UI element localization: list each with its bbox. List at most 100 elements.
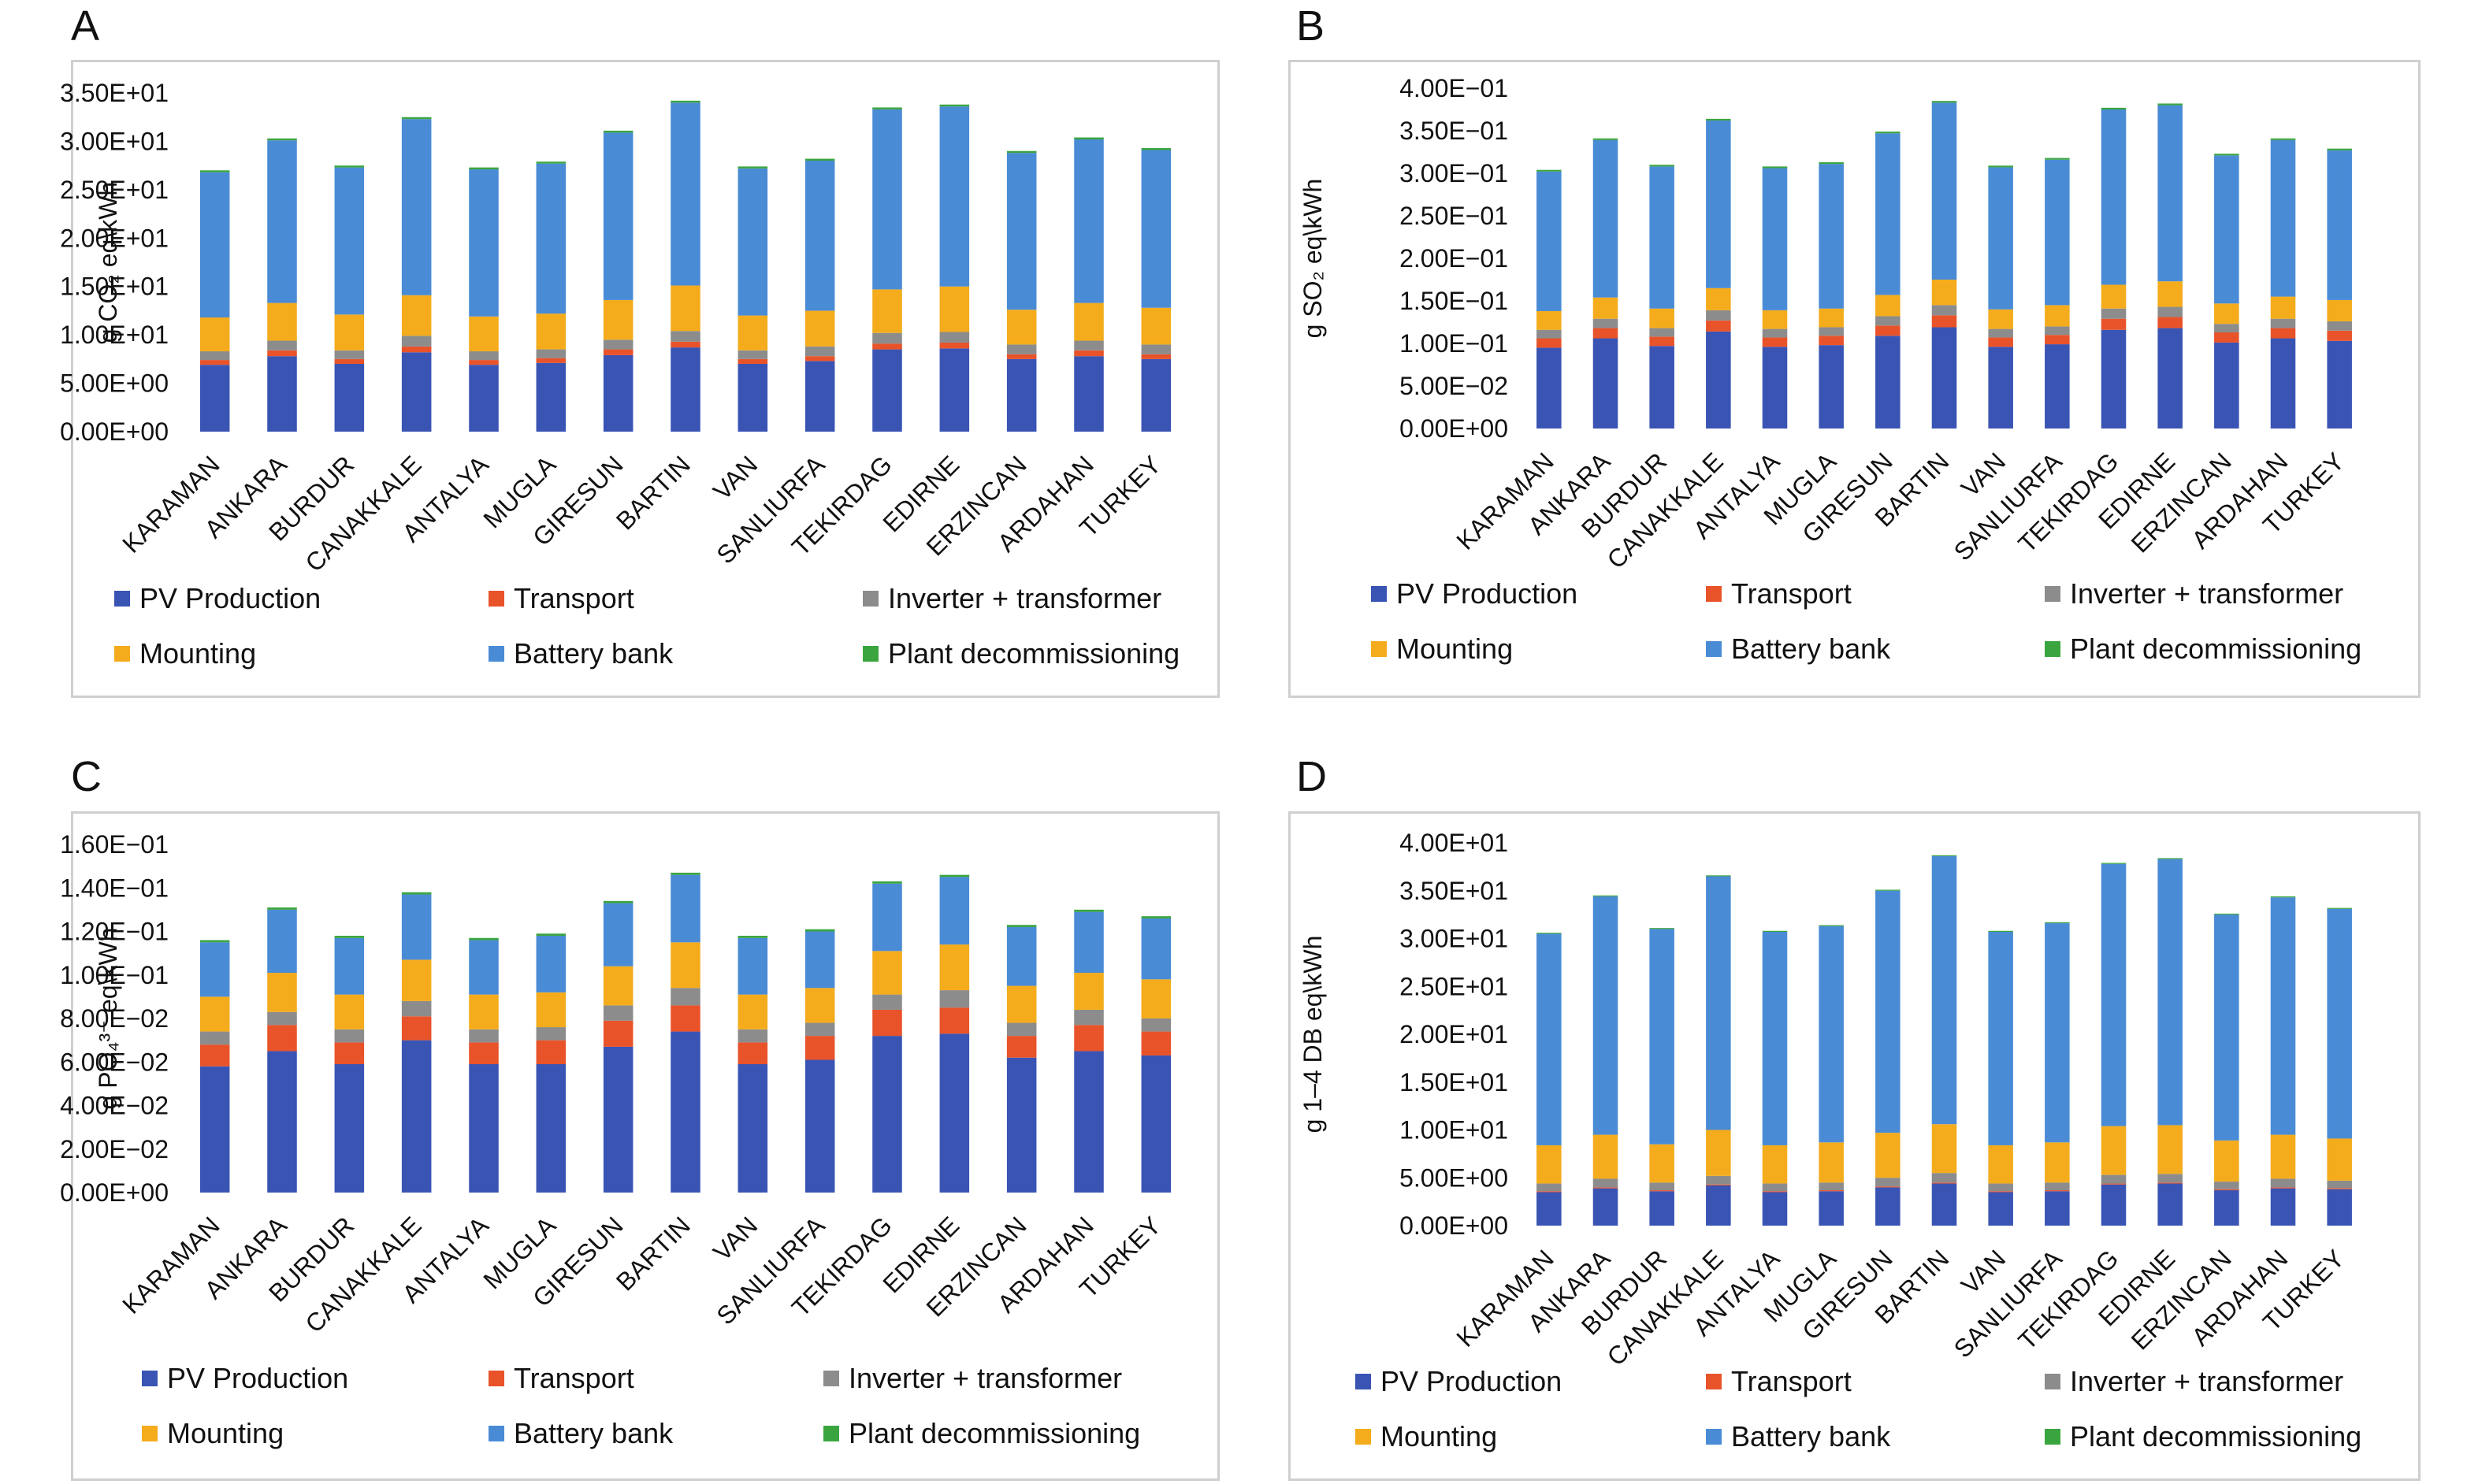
bar-segment-d-karaman-4 (1536, 933, 1562, 1145)
bar-segment-d-canakkale-4 (1706, 876, 1731, 1130)
legend-swatch-b (2045, 641, 2060, 657)
y-axis-title-a: g CO₂ eq\kWh (94, 182, 122, 343)
legend-label-c: Inverter + transformer (849, 1362, 1122, 1394)
bar-segment-d-erzincan-1 (2214, 1189, 2239, 1191)
bar-segment-b-sanliurfa-1 (2045, 335, 2070, 345)
bar-segment-a-giresun-4 (603, 132, 634, 300)
bar-segment-c-karaman-4 (199, 942, 230, 997)
bar-segment-d-turkey-3 (2327, 1138, 2352, 1181)
bar-segment-d-burdur-5 (1649, 928, 1674, 929)
bar-segment-d-ardahan-4 (2270, 897, 2296, 1135)
bar-segment-d-sanliurfa-1 (2045, 1190, 2070, 1192)
y-tick-label-b: 3.50E−01 (1399, 117, 1508, 145)
bar-segment-b-tekirdag-2 (2101, 308, 2127, 319)
legend-swatch-d (1355, 1429, 1371, 1445)
bar-segment-c-mugla-5 (536, 933, 567, 937)
y-axis-title-d: g 1–4 DB eq\kWh (1299, 936, 1327, 1133)
bar-segment-d-edirne-3 (2157, 1125, 2183, 1174)
bar-segment-a-ankara-2 (267, 340, 297, 351)
bar-segment-c-bartin-3 (671, 942, 700, 989)
bar-segment-c-sanliurfa-2 (804, 1022, 835, 1037)
bar-segment-c-ankara-0 (267, 1051, 297, 1193)
legend-label-b: PV Production (1396, 577, 1577, 610)
bar-segment-a-ankara-4 (267, 140, 297, 303)
bar-segment-c-turkey-4 (1141, 918, 1172, 980)
bar-segment-d-bartin-2 (1931, 1173, 1957, 1183)
bar-segment-c-ankara-2 (267, 1011, 297, 1026)
bar-segment-d-ardahan-2 (2270, 1178, 2296, 1188)
bar-segment-b-bartin-0 (1931, 327, 1957, 429)
bar-segment-d-ardahan-1 (2270, 1187, 2296, 1189)
bar-segment-d-burdur-3 (1649, 1144, 1674, 1183)
bar-segment-c-edirne-5 (939, 874, 970, 877)
bar-segment-d-antalya-2 (1762, 1183, 1788, 1192)
bar-segment-a-ardahan-1 (1074, 350, 1104, 357)
bar-segment-a-edirne-5 (939, 104, 970, 107)
legend-swatch-a (863, 591, 879, 607)
y-tick-label-d: 3.00E+01 (1399, 925, 1508, 953)
bar-segment-a-van-4 (738, 168, 768, 316)
bar-segment-b-burdur-5 (1649, 165, 1674, 167)
bar-segment-d-van-2 (1988, 1183, 2013, 1192)
bar-segment-b-canakkale-4 (1706, 121, 1731, 288)
bar-segment-a-mugla-0 (536, 362, 567, 432)
bar-segment-d-van-3 (1988, 1145, 2013, 1184)
bar-segment-d-antalya-5 (1762, 930, 1788, 932)
bar-segment-b-edirne-0 (2157, 328, 2183, 429)
bar-segment-a-antalya-1 (469, 360, 499, 365)
y-tick-label-d: 4.00E+01 (1399, 829, 1508, 857)
bar-segment-c-bartin-4 (671, 874, 700, 943)
bar-segment-a-canakkale-1 (401, 346, 432, 353)
bar-segment-b-van-4 (1988, 167, 2013, 310)
legend-label-d: Plant decommissioning (2070, 1420, 2361, 1452)
bar-segment-b-canakkale-0 (1706, 331, 1731, 429)
bar-segment-c-mugla-3 (536, 992, 567, 1028)
bar-segment-b-sanliurfa-0 (2045, 344, 2070, 429)
bar-segment-b-burdur-4 (1649, 166, 1674, 309)
bar-segment-b-erzincan-3 (2214, 303, 2239, 325)
bar-segment-b-antalya-0 (1762, 347, 1788, 429)
bar-segment-a-ardahan-4 (1074, 139, 1104, 303)
bar-segment-a-karaman-0 (199, 365, 230, 432)
bar-segment-b-burdur-0 (1649, 346, 1674, 429)
bar-segment-c-canakkale-5 (401, 892, 432, 895)
bar-segment-c-giresun-0 (603, 1046, 634, 1193)
bar-segment-c-karaman-0 (199, 1066, 230, 1193)
bar-segment-a-bartin-4 (671, 102, 700, 286)
bar-segment-b-ankara-5 (1592, 138, 1618, 140)
legend-swatch-b (2045, 586, 2060, 602)
bar-segment-d-burdur-4 (1649, 929, 1674, 1145)
bar-segment-a-antalya-0 (469, 365, 499, 432)
bar-segment-c-ardahan-4 (1074, 911, 1104, 973)
bar-segment-d-erzincan-2 (2214, 1182, 2239, 1189)
legend-swatch-b (1706, 586, 1722, 602)
legend-swatch-b (1371, 586, 1387, 602)
bar-segment-c-erzincan-4 (1006, 926, 1037, 986)
bar-segment-a-sanliurfa-3 (804, 310, 835, 347)
bar-segment-c-erzincan-3 (1006, 985, 1037, 1023)
bar-segment-a-tekirdag-1 (872, 343, 902, 350)
bar-segment-a-turkey-2 (1141, 344, 1172, 354)
bar-segment-d-bartin-0 (1931, 1183, 1957, 1226)
bar-segment-c-canakkale-0 (401, 1040, 432, 1193)
bar-segment-c-karaman-3 (199, 996, 230, 1032)
bar-segment-b-turkey-1 (2327, 330, 2352, 341)
legend-swatch-a (489, 591, 504, 607)
bar-segment-d-sanliurfa-3 (2045, 1142, 2070, 1183)
bar-segment-a-turkey-5 (1141, 148, 1172, 150)
bar-segment-c-tekirdag-4 (872, 883, 902, 952)
bar-segment-a-mugla-4 (536, 163, 567, 314)
y-tick-label-b: 1.50E−01 (1399, 287, 1508, 315)
bar-segment-b-van-5 (1988, 165, 2013, 168)
legend-swatch-a (114, 646, 130, 662)
y-tick-label-a: 1.00E+01 (60, 321, 169, 349)
legend-swatch-c (142, 1371, 158, 1386)
bar-segment-b-ankara-0 (1592, 338, 1618, 429)
panel-letter-d: D (1296, 753, 1327, 800)
bar-segment-a-tekirdag-0 (872, 349, 902, 432)
bar-segment-d-bartin-5 (1931, 855, 1957, 857)
bar-segment-c-mugla-2 (536, 1027, 567, 1041)
bar-segment-a-giresun-2 (603, 339, 634, 350)
y-tick-label-b: 2.50E−01 (1399, 202, 1508, 230)
